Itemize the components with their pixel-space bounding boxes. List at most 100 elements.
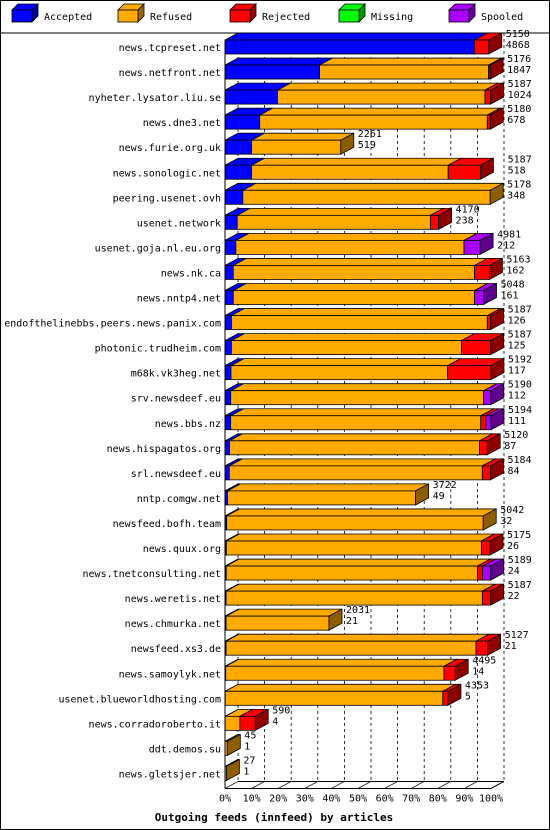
bar-newsfeed-bofh-team-refused: [226, 515, 484, 531]
bar-srl-newsdeef-eu-rejected: [481, 465, 491, 481]
category-label-news-dne3-net: news.dne3.net: [143, 118, 221, 129]
bar-top-news-furie-org-uk-refused: [251, 132, 354, 141]
accepted-label-m68k-vk3heg-net: 117: [508, 366, 526, 377]
accepted-label-srl-newsdeef-eu: 84: [507, 466, 519, 477]
total-label-nyheter-lysator-liu-se: 5187: [508, 79, 532, 90]
bar-side-news-dne3-net: [489, 107, 504, 130]
bar-photonic-trudheim-com-rejected: [461, 340, 492, 356]
bar-srv-newsdeef-eu-refused: [230, 390, 484, 406]
category-label-srl-newsdeef-eu: srl.newsdeef.eu: [131, 469, 221, 480]
accepted-label-usenet-goja-nl-eu-org: 212: [497, 240, 515, 251]
bar-news-dne3-net-accepted: [224, 114, 261, 130]
bar-endofthelinebbs-peers-news-panix-com-rejected: [486, 315, 492, 330]
bar-top-newsfeed-bofh-team-refused: [226, 508, 497, 517]
bar-endofthelinebbs-peers-news-panix-com-accepted: [224, 315, 232, 330]
bar-nntp-comgw-net-refused: [227, 490, 417, 506]
floor-tick-6: [384, 781, 398, 789]
bar-side-news-nntp4-net: [483, 282, 497, 306]
x-tick-label-9: 90%: [455, 793, 473, 804]
bar-nyheter-lysator-liu-se-accepted: [224, 89, 278, 105]
accepted-label-news-chmurka-net: 21: [346, 616, 358, 627]
category-label-nyheter-lysator-liu-se: nyheter.lysator.liu.se: [89, 93, 221, 104]
bar-top-srv-newsdeef-eu-refused: [230, 383, 497, 392]
legend-label-refused: Refused: [150, 12, 192, 23]
bar-top-news-quux-org-refused: [226, 533, 495, 542]
bar-side-endofthelinebbs-peers-news-panix-com: [490, 307, 505, 331]
bar-endofthelinebbs-peers-news-panix-com-refused: [231, 315, 488, 330]
total-label-news-tcpreset-net: 5150: [506, 29, 530, 40]
category-label-usenet-goja-nl-eu-org: usenet.goja.nl.eu.org: [95, 243, 221, 254]
total-label-endofthelinebbs-peers-news-panix-com: 5187: [508, 305, 532, 316]
bar-usenet-network-refused: [236, 214, 431, 230]
category-label-news-nk-ca: news.nk.ca: [161, 268, 221, 279]
x-tick-label-6: 60%: [376, 793, 394, 804]
floor-tick-9: [464, 781, 478, 789]
total-label-news-chmurka-net: 2031: [346, 605, 370, 616]
category-label-newsfeed-xs3-de: newsfeed.xs3.de: [131, 644, 221, 655]
category-label-news-weretis-net: news.weretis.net: [125, 594, 221, 605]
floor-tick-7: [411, 781, 425, 789]
floor-tick-8: [437, 781, 451, 789]
category-label-news-corradoroberto-it: news.corradoroberto.it: [89, 719, 221, 730]
bar-nyheter-lysator-liu-se-refused: [277, 89, 486, 105]
bar-side-newsfeed-bofh-team: [482, 508, 497, 531]
x-tick-label-3: 30%: [296, 793, 314, 804]
legend: Accepted Refused Rejected Missing Spooled: [11, 3, 523, 23]
bar-news-weretis-net-refused: [225, 590, 483, 606]
bar-side-news-quux-org: [489, 533, 504, 556]
accepted-label-news-quux-org: 26: [507, 541, 519, 552]
bar-top-news-hispagatos-org-refused: [229, 433, 493, 442]
accepted-label-newsfeed-xs3-de: 21: [505, 641, 517, 652]
x-tick-label-5: 50%: [349, 793, 367, 804]
accepted-label-news-furie-org-uk: 519: [358, 140, 376, 151]
bar-news-sonologic-net-rejected: [447, 164, 481, 180]
bar-news-corradoroberto-it-refused: [224, 715, 241, 731]
floor-tick-10: [490, 781, 505, 789]
bar-news-nk-ca-accepted: [224, 265, 234, 280]
value-labels: 5150486851761847518710245180678226151951…: [243, 29, 532, 777]
accepted-label-nntp-comgw-net: 49: [433, 491, 445, 502]
accepted-label-peering-usenet-ovh: 348: [507, 190, 525, 201]
accepted-label-nyheter-lysator-liu-se: 1024: [508, 90, 532, 101]
bar-usenet-goja-nl-eu-org-accepted: [224, 239, 237, 255]
bar-news-weretis-net-rejected: [481, 590, 492, 606]
bar-top-news-nk-ca-refused: [233, 258, 488, 266]
bar-news-netfront-net-accepted: [224, 64, 320, 80]
total-label-ddt-demos-su: 45: [244, 730, 256, 741]
total-label-news-weretis-net: 5187: [508, 580, 532, 591]
accepted-label-usenet-blueworldhosting-com: 5: [465, 691, 471, 702]
bar-side-usenet-network: [438, 207, 452, 231]
category-label-newsfeed-bofh-team: newsfeed.bofh.team: [113, 519, 221, 530]
bar-side-news-tnetconsulting-net: [490, 558, 505, 581]
bar-news-sonologic-net-refused: [251, 164, 449, 180]
bar-side-m68k-vk3heg-net: [490, 357, 505, 381]
total-label-news-samoylyk-net: 4495: [472, 655, 496, 666]
category-label-news-sonologic-net: news.sonologic.net: [113, 168, 221, 179]
bar-newsfeed-xs3-de-rejected: [475, 640, 488, 656]
bar-side-photonic-trudheim-com: [490, 332, 505, 356]
category-label-news-quux-org: news.quux.org: [143, 544, 221, 555]
bar-side-news-gletsjer-net: [225, 758, 240, 782]
bar-side-nyheter-lysator-liu-se: [490, 82, 505, 105]
bar-peering-usenet-ovh-refused: [242, 189, 491, 205]
bar-news-netfront-net-refused: [319, 64, 489, 80]
bar-news-nntp4-net-refused: [232, 290, 476, 305]
bar-srv-newsdeef-eu-spooled: [483, 390, 492, 406]
total-label-news-sonologic-net: 5187: [508, 154, 532, 165]
bar-peering-usenet-ovh-accepted: [224, 189, 244, 205]
total-label-srl-newsdeef-eu: 5184: [507, 455, 531, 466]
accepted-label-news-samoylyk-net: 14: [472, 666, 484, 677]
accepted-label-news-nntp4-net: 161: [501, 291, 519, 302]
chart-caption: Outgoing feeds (innfeed) by articles: [155, 811, 393, 824]
category-label-nntp-comgw-net: nntp.comgw.net: [137, 494, 221, 505]
total-label-news-gletsjer-net: 27: [243, 755, 255, 766]
bar-news-furie-org-uk-refused: [251, 139, 342, 155]
accepted-label-srv-newsdeef-eu: 112: [508, 391, 526, 402]
floor-tick-2: [278, 781, 292, 789]
bar-side-usenet-blueworldhosting-com: [447, 683, 462, 706]
total-label-news-dne3-net: 5180: [507, 104, 531, 115]
legend-label-missing: Missing: [371, 12, 413, 23]
x-tick-label-2: 20%: [269, 793, 287, 804]
bar-side-news-bbs-nz: [490, 408, 505, 431]
bar-news-samoylyk-net-rejected: [443, 665, 456, 681]
